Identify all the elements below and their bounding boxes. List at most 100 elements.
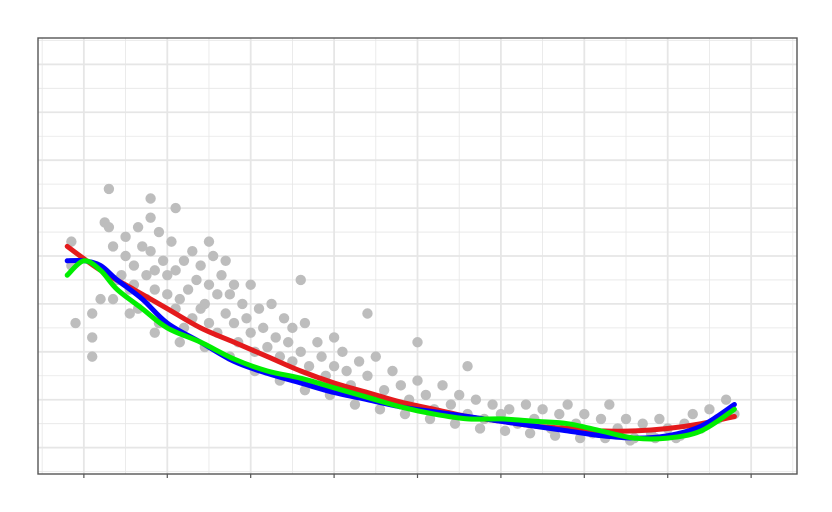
data-point: [395, 380, 407, 391]
data-point: [182, 284, 194, 295]
data-point: [87, 351, 98, 362]
data-point: [178, 255, 190, 266]
data-point: [604, 399, 615, 410]
data-point: [620, 413, 632, 425]
data-point: [203, 236, 215, 247]
data-point: [554, 408, 565, 420]
data-point: [241, 313, 252, 324]
data-point: [399, 408, 411, 420]
red-smoother-line: [64, 243, 737, 434]
data-point: [145, 212, 156, 223]
data-point: [245, 279, 256, 290]
data-point: [187, 246, 198, 257]
data-point: [107, 293, 119, 305]
data-point: [349, 399, 361, 410]
data-point: [362, 370, 373, 381]
data-point: [387, 365, 398, 377]
data-point: [549, 430, 561, 441]
data-point: [328, 332, 340, 343]
data-point: [153, 226, 165, 238]
data-point: [266, 298, 277, 310]
plot-border: [37, 37, 798, 475]
data-point: [157, 255, 169, 266]
data-point: [103, 183, 115, 195]
data-point: [362, 308, 373, 319]
data-point: [270, 332, 281, 343]
data-point: [216, 269, 227, 281]
data-point: [228, 279, 240, 290]
data-point: [141, 269, 152, 281]
data-point: [137, 241, 148, 252]
data-point: [704, 404, 715, 415]
data-point: [278, 313, 290, 324]
data-point: [207, 250, 219, 262]
data-point: [170, 265, 181, 276]
data-point: [174, 293, 185, 305]
data-point: [374, 404, 386, 415]
data-point: [412, 375, 423, 386]
data-point: [370, 351, 381, 362]
data-point: [95, 293, 106, 305]
data-point: [303, 360, 315, 372]
data-point: [145, 193, 156, 204]
data-point: [87, 308, 98, 319]
grid-lines: [38, 38, 797, 478]
data-point: [257, 322, 269, 334]
data-point: [720, 394, 732, 405]
data-point: [103, 222, 115, 233]
data-point: [312, 337, 323, 348]
data-point: [295, 346, 306, 358]
data-point: [245, 327, 256, 338]
data-point: [537, 404, 548, 415]
data-point: [287, 322, 298, 334]
data-point: [174, 337, 185, 348]
data-point: [328, 360, 340, 372]
data-point: [449, 418, 461, 429]
data-point: [470, 394, 482, 405]
data-point: [316, 351, 327, 362]
data-point: [166, 236, 177, 247]
data-point: [149, 327, 160, 338]
data-point: [437, 380, 448, 391]
data-point: [124, 308, 135, 319]
data-point: [253, 303, 265, 314]
data-point: [654, 413, 665, 425]
data-point: [595, 413, 607, 425]
data-point: [262, 341, 273, 353]
data-point: [520, 399, 532, 410]
data-point: [353, 356, 365, 367]
data-point: [162, 269, 173, 281]
data-point: [191, 274, 202, 286]
data-point: [474, 423, 486, 434]
data-point: [162, 289, 173, 300]
data-point: [228, 317, 240, 329]
data-point: [203, 317, 215, 329]
data-point: [212, 289, 223, 300]
data-point: [220, 255, 231, 266]
green-smoother-line: [64, 258, 737, 442]
data-point: [445, 399, 457, 410]
data-point: [579, 408, 590, 420]
data-point: [412, 337, 423, 348]
data-point: [70, 317, 81, 329]
data-point: [637, 418, 648, 429]
data-point: [341, 365, 352, 377]
data-point: [203, 279, 215, 290]
data-point: [145, 246, 156, 257]
data-point: [170, 202, 181, 214]
data-point: [149, 284, 160, 295]
data-point: [87, 332, 98, 343]
data-point: [283, 337, 294, 348]
data-point: [454, 389, 465, 401]
data-point: [562, 399, 573, 410]
data-point: [462, 360, 473, 372]
data-point: [499, 425, 511, 437]
smoother-curves: [64, 243, 737, 442]
data-point: [487, 399, 498, 410]
data-point: [420, 389, 432, 401]
data-point: [116, 269, 127, 281]
data-point: [132, 222, 144, 233]
data-point: [149, 265, 160, 276]
data-point: [687, 408, 698, 420]
